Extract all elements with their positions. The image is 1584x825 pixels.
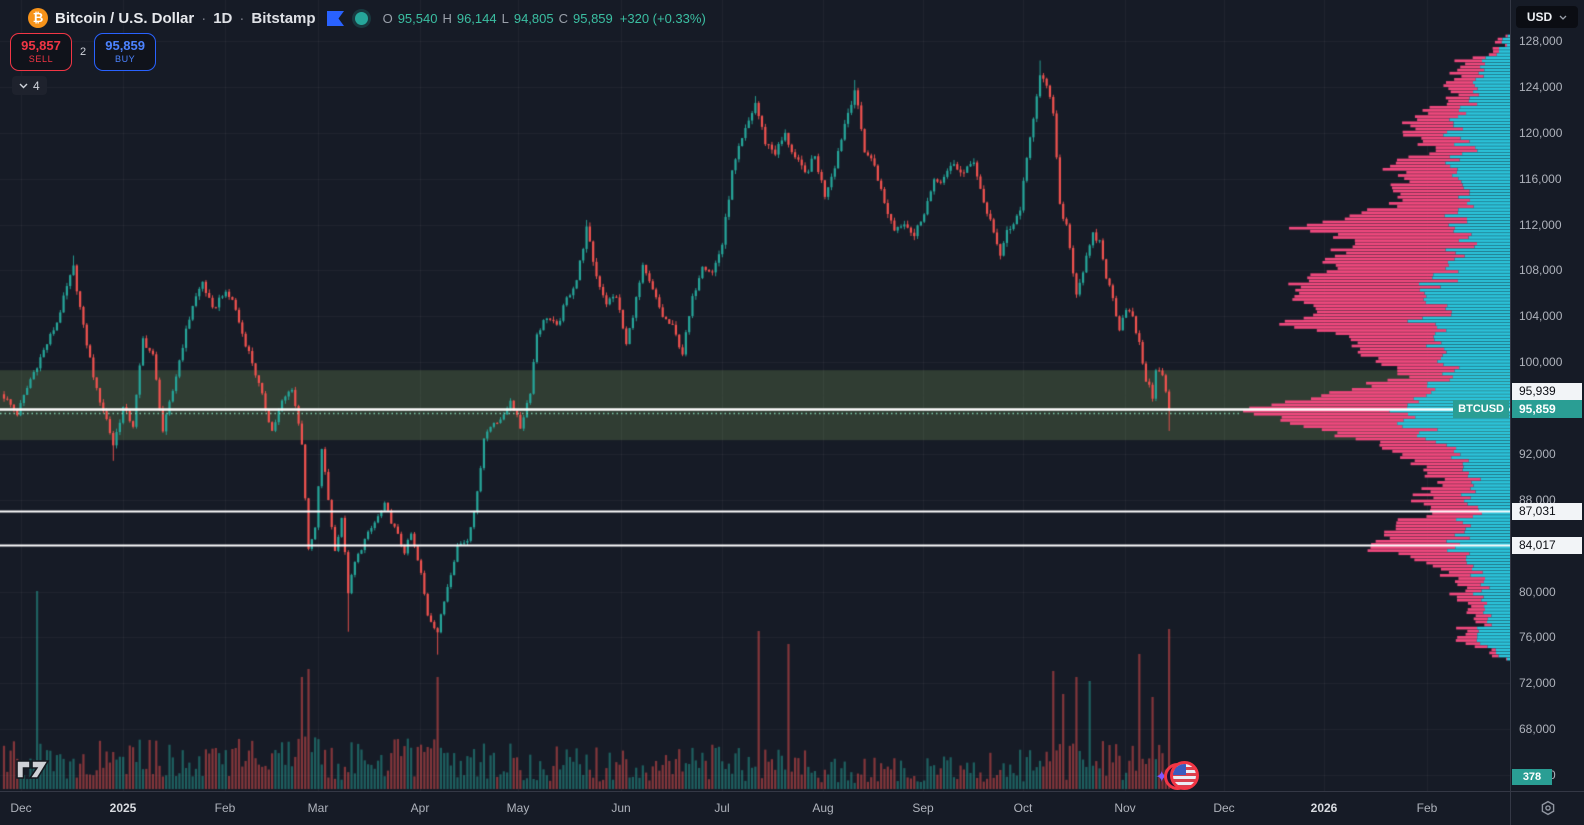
collapsed-indicators-chip[interactable]: 4 [12,76,47,95]
time-axis[interactable]: Dec 2025 Feb Mar Apr May Jun Jul Aug Sep Oct Nov Dec… [0,791,1510,825]
time-axis-month-label: Feb [1416,801,1438,815]
currency-label: USD [1526,10,1553,24]
price-tick-label: 92,000 [1519,446,1556,461]
high-label: H [442,10,452,26]
close-label: C [558,10,568,26]
open-label: O [382,10,393,26]
level-label-87031: 87,031 [1512,503,1582,520]
sell-label: SELL [28,54,54,65]
last-price-label: 95,859 [1512,400,1582,418]
sell-price: 95,857 [21,38,61,54]
chevron-down-icon [19,83,28,88]
price-tick-label: 112,000 [1519,217,1562,232]
price-tick-label: 72,000 [1519,676,1556,691]
price-tick-label: 68,000 [1519,722,1556,737]
currency-toggle-button[interactable]: USD [1516,6,1578,28]
time-axis-month-label: Jun [611,801,631,815]
order-panel: 95,857 SELL 2 95,859 BUY [10,33,157,71]
buy-price: 95,859 [105,38,145,54]
collapsed-indicators-count: 4 [33,78,40,93]
sell-button[interactable]: 95,857 SELL [10,33,72,71]
time-axis-month-label: Dec [10,801,32,815]
close-value: 95,859 [573,10,613,26]
time-axis-month-label: Aug [812,801,834,815]
price-tick-label: 116,000 [1519,171,1562,186]
high-value: 96,144 [456,10,497,26]
exchange-label[interactable]: Bitstamp [251,9,316,27]
economic-events-marker[interactable]: ✦ [1155,760,1201,792]
open-value: 95,540 [397,10,438,26]
price-chart-canvas[interactable] [0,0,1510,791]
time-axis-month-label: Feb [214,801,236,815]
title-separator: · [201,9,207,27]
interval-label[interactable]: 1D [213,9,233,27]
level-label-84017: 84,017 [1512,537,1582,554]
flag-icon[interactable] [326,10,344,26]
buy-button[interactable]: 95,859 BUY [94,33,157,71]
low-value: 94,805 [513,10,554,26]
time-axis-month-label: May [506,801,530,815]
buy-label: BUY [114,54,136,65]
level-label-countdown: 95,939 [1512,383,1582,400]
time-axis-month-label: Apr [410,801,430,815]
price-tick-label: 104,000 [1519,309,1563,324]
tradingview-logo-icon[interactable] [14,752,52,789]
title-separator: · [239,9,245,27]
time-axis-month-label: Jul [714,801,730,815]
price-tick-label: 108,000 [1519,263,1563,278]
time-axis-month-label: Oct [1013,801,1033,815]
time-axis-month-label: Dec [1213,801,1235,815]
axis-settings-corner[interactable] [1510,791,1584,825]
time-axis-year-label: 2026 [1310,801,1338,815]
price-axis[interactable]: USD 128,000 124,000 120,000 116,000 112,000 1… [1510,0,1584,791]
market-status-icon[interactable] [354,11,368,25]
price-tick-label: 76,000 [1519,630,1556,645]
symbol-title[interactable]: Bitcoin / U.S. Dollar [55,9,195,27]
gear-icon [1541,800,1555,816]
time-axis-year-label: 2025 [109,801,137,815]
time-axis-month-label: Sep [912,801,934,815]
ohlc-values: O 95,540 H 96,144 L 94,805 C 95,859 +320 (+0… [383,11,706,26]
price-tick-label: 100,000 [1519,355,1563,370]
spread-value: 2 [80,46,87,58]
time-axis-month-label: Nov [1114,801,1136,815]
change-value: +320 (+0.33%) [619,10,706,26]
price-tick-label: 80,000 [1519,584,1556,599]
us-flag-icon [1170,761,1199,790]
low-label: L [501,10,509,26]
price-tick-label: 128,000 [1519,34,1563,48]
volume-axis-label: 378 [1512,769,1552,785]
price-tick-label: 124,000 [1519,79,1563,94]
bitcoin-logo-icon: ₿ [28,8,48,28]
price-tick-label: 120,000 [1519,125,1563,140]
price-line-symbol-tag: BTCUSD [1453,400,1509,418]
chevron-down-icon [1559,15,1567,20]
time-axis-month-label: Mar [307,801,329,815]
chart-legend: ₿ Bitcoin / U.S. Dollar · 1D · Bitstamp … [28,8,706,28]
